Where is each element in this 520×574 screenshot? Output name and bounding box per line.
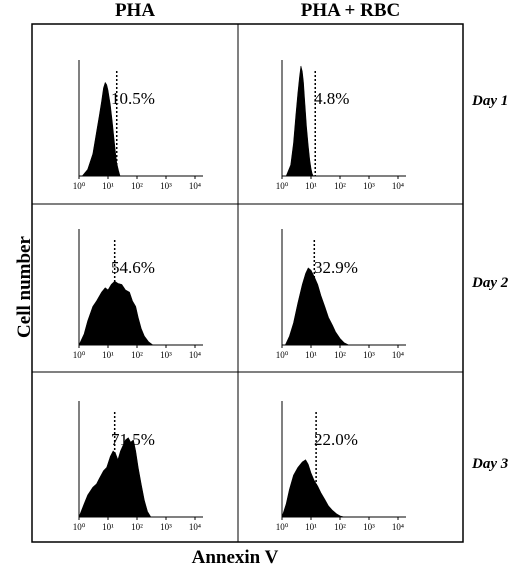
x-tick-label: 10²	[131, 350, 143, 360]
histogram-area	[281, 459, 345, 518]
x-tick-label: 10²	[334, 522, 346, 532]
panel-pha-rbc-day-2: 10⁰ 10¹ 10² 10³ 10⁴ 32.9%	[276, 229, 406, 360]
x-tick-label: 10⁰	[276, 350, 289, 360]
x-tick-label: 10⁰	[73, 181, 86, 191]
percent-label: 10.5%	[111, 89, 155, 108]
percent-label: 54.6%	[111, 258, 155, 277]
percent-label: 22.0%	[314, 430, 358, 449]
x-tick-label: 10³	[363, 181, 375, 191]
row-label-day-2: Day 2	[472, 275, 509, 291]
row-label-day-3: Day 3	[472, 456, 509, 472]
panel-pha-rbc-day-1: 10⁰ 10¹ 10² 10³ 10⁴ 4.8%	[276, 60, 406, 191]
x-tick-label: 10⁴	[392, 181, 404, 191]
x-tick-label: 10¹	[305, 181, 317, 191]
x-tick-label: 10⁴	[392, 350, 404, 360]
x-tick-label: 10⁰	[276, 522, 289, 532]
column-header-pha-rbc: PHA + RBC	[300, 0, 401, 21]
x-axis-title: Annexin V	[191, 547, 279, 568]
x-tick-label: 10³	[160, 181, 172, 191]
histogram-area	[284, 267, 349, 346]
x-tick-label: 10¹	[102, 522, 114, 532]
histogram-area	[78, 280, 154, 346]
panel-pha-day-3: 10⁰ 10¹ 10² 10³ 10⁴ 71.5%	[73, 401, 203, 532]
x-tick-label: 10³	[363, 522, 375, 532]
x-tick-label: 10⁴	[189, 350, 201, 360]
x-tick-label: 10¹	[102, 350, 114, 360]
x-tick-label: 10²	[131, 522, 143, 532]
percent-label: 71.5%	[111, 430, 155, 449]
x-tick-label: 10²	[334, 350, 346, 360]
x-tick-label: 10²	[334, 181, 346, 191]
x-tick-label: 10⁴	[189, 181, 201, 191]
x-tick-label: 10⁰	[73, 350, 86, 360]
x-tick-label: 10⁰	[276, 181, 289, 191]
histogram-area	[285, 65, 314, 177]
x-tick-label: 10³	[363, 350, 375, 360]
x-tick-label: 10¹	[102, 181, 114, 191]
x-tick-label: 10⁴	[189, 522, 201, 532]
percent-label: 32.9%	[314, 258, 358, 277]
x-tick-label: 10³	[160, 350, 172, 360]
x-tick-label: 10⁴	[392, 522, 404, 532]
percent-label: 4.8%	[314, 89, 349, 108]
x-tick-label: 10²	[131, 181, 143, 191]
x-tick-label: 10⁰	[73, 522, 86, 532]
row-label-day-1: Day 1	[472, 93, 509, 109]
x-tick-label: 10³	[160, 522, 172, 532]
panel-pha-day-1: 10⁰ 10¹ 10² 10³ 10⁴ 10.5%	[73, 60, 203, 191]
panel-pha-rbc-day-3: 10⁰ 10¹ 10² 10³ 10⁴ 22.0%	[276, 401, 406, 532]
x-tick-label: 10¹	[305, 350, 317, 360]
panel-pha-day-2: 10⁰ 10¹ 10² 10³ 10⁴ 54.6%	[73, 229, 203, 360]
column-header-pha: PHA	[114, 0, 156, 21]
x-tick-label: 10¹	[305, 522, 317, 532]
grid-border	[31, 23, 464, 543]
